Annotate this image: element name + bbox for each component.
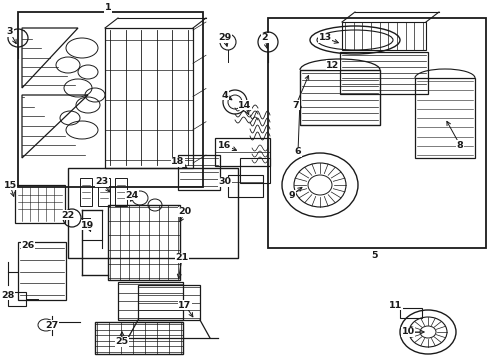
Bar: [108, 205, 180, 280]
Text: 8: 8: [457, 140, 464, 149]
Text: 10: 10: [401, 328, 415, 337]
Bar: [95, 322, 183, 354]
Bar: [240, 158, 270, 183]
Bar: [105, 28, 193, 168]
Text: 15: 15: [3, 180, 17, 189]
Text: 4: 4: [221, 90, 228, 99]
Text: 21: 21: [175, 253, 189, 262]
Bar: [80, 178, 92, 206]
Text: 28: 28: [1, 291, 15, 300]
Text: 7: 7: [293, 100, 299, 109]
Bar: [215, 138, 270, 166]
Text: 6: 6: [294, 148, 301, 157]
Text: 19: 19: [81, 220, 95, 230]
Bar: [98, 178, 110, 206]
Bar: [268, 18, 486, 248]
Bar: [118, 282, 183, 320]
Bar: [178, 155, 220, 190]
Text: 30: 30: [219, 177, 231, 186]
Bar: [18, 12, 203, 187]
Bar: [340, 52, 428, 94]
Text: 27: 27: [46, 320, 59, 329]
Text: 2: 2: [262, 33, 269, 42]
Text: 23: 23: [96, 177, 109, 186]
Text: 25: 25: [116, 338, 128, 346]
Bar: [18, 242, 66, 300]
Text: 5: 5: [372, 251, 378, 260]
Text: 17: 17: [178, 301, 192, 310]
Text: 16: 16: [219, 140, 232, 149]
Text: 3: 3: [7, 27, 13, 36]
Text: 18: 18: [172, 158, 185, 166]
Bar: [115, 178, 127, 206]
Text: 13: 13: [318, 33, 332, 42]
Bar: [300, 70, 380, 125]
Text: 20: 20: [178, 207, 192, 216]
Text: 11: 11: [390, 301, 403, 310]
Text: 26: 26: [22, 240, 35, 249]
Text: 22: 22: [61, 211, 74, 220]
Bar: [228, 175, 263, 197]
Text: 14: 14: [238, 100, 252, 109]
Bar: [342, 22, 426, 50]
Bar: [68, 168, 238, 258]
Text: 9: 9: [289, 190, 295, 199]
Bar: [8, 292, 26, 306]
Bar: [400, 308, 422, 318]
Bar: [15, 185, 65, 223]
Text: 1: 1: [105, 4, 111, 13]
Text: 12: 12: [326, 60, 340, 69]
Text: 29: 29: [219, 33, 232, 42]
Bar: [415, 78, 475, 158]
Text: 24: 24: [125, 190, 139, 199]
Bar: [138, 285, 200, 320]
